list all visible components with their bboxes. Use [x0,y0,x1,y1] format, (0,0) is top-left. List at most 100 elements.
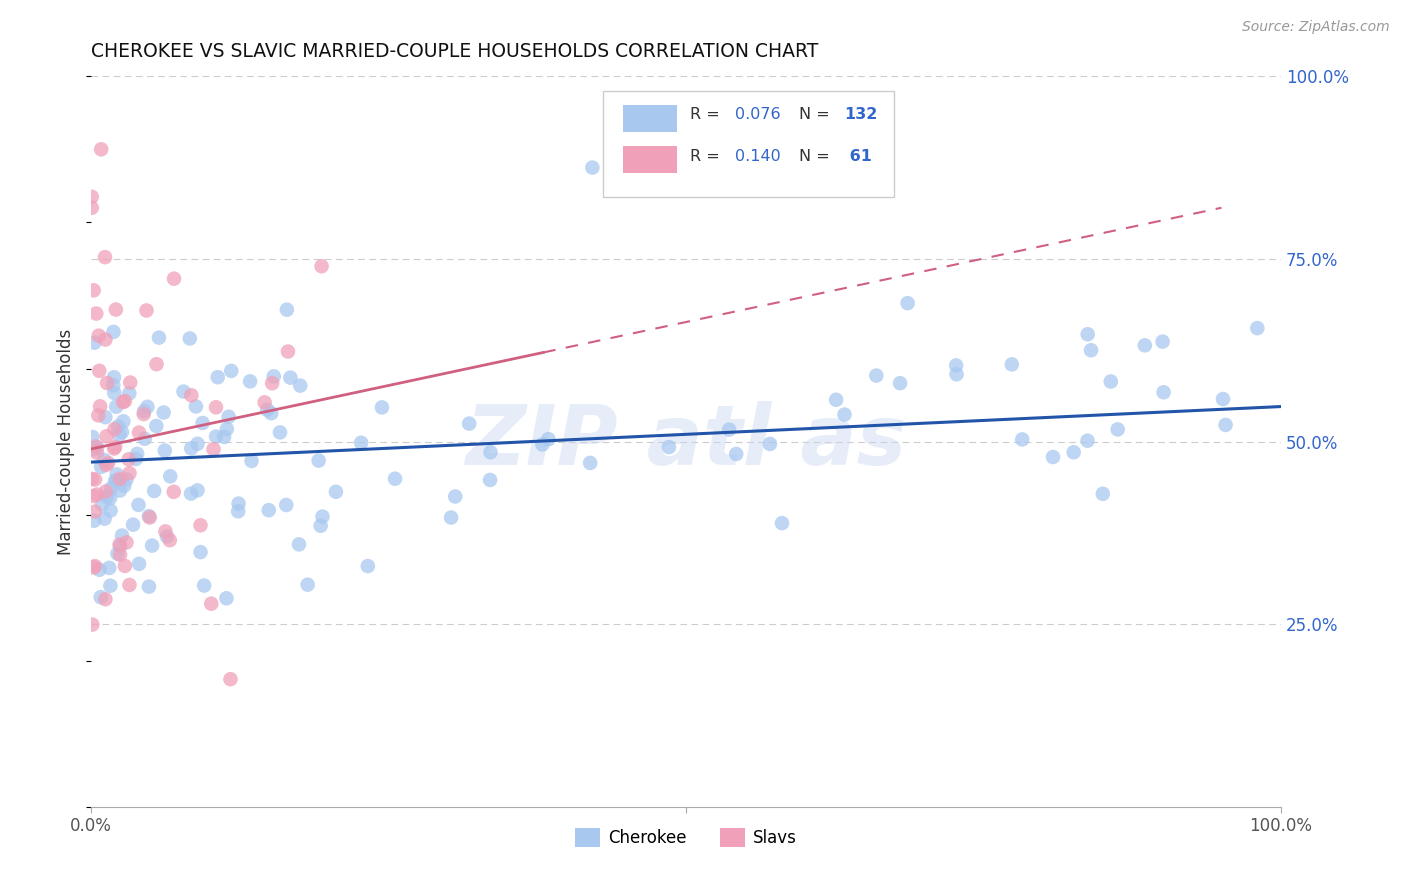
Point [256,402,278,417]
Point [226,504,249,518]
Point [132,407,155,421]
Point [100,579,122,593]
Point [163,271,186,285]
Point [83,442,105,457]
Text: R =: R = [689,149,724,164]
Point [153,443,176,458]
Point [96,429,118,443]
Point [531,437,554,451]
Point [163,484,186,499]
Text: 61: 61 [844,149,872,164]
Point [207,370,229,384]
Point [90,590,112,604]
Point [87,409,110,423]
Point [86,487,108,501]
Point [93,511,115,525]
Point [111,528,134,542]
Point [277,344,299,359]
Point [84,559,107,574]
Point [134,432,156,446]
Point [82,489,104,503]
Point [579,456,602,470]
Point [94,250,117,264]
Point [308,453,330,467]
Point [86,445,108,459]
Point [104,302,127,317]
Point [108,538,131,552]
Point [219,364,242,378]
Point [112,479,135,493]
Point [125,452,148,467]
Point [180,388,202,402]
Point [83,335,105,350]
Point [325,484,347,499]
Point [1212,392,1234,406]
Point [152,405,174,419]
Point [288,537,311,551]
Point [90,459,112,474]
Point [276,302,298,317]
Point [103,442,125,456]
Point [108,540,131,554]
FancyBboxPatch shape [623,145,676,173]
Point [945,368,967,382]
Point [770,516,793,530]
Point [1099,375,1122,389]
Point [658,440,681,454]
Point [180,442,202,456]
Point [118,578,141,592]
Point [128,498,150,512]
Text: ZIP atl as: ZIP atl as [465,401,907,483]
Point [111,425,134,439]
Point [108,428,131,442]
Point [1076,434,1098,448]
Legend: Cherokee, Slavs: Cherokee, Slavs [568,821,804,854]
Point [107,419,129,434]
Point [84,440,107,454]
Point [1153,385,1175,400]
Point [112,395,135,409]
Point [80,472,103,486]
Point [1001,357,1024,371]
Point [118,467,141,481]
Point [143,483,166,498]
Point [112,414,135,428]
Point [581,161,603,175]
Point [180,486,202,500]
Text: 0.140: 0.140 [735,149,780,164]
Point [159,469,181,483]
Point [253,395,276,409]
Point [311,509,333,524]
Point [98,491,121,505]
Point [89,400,111,414]
Point [105,400,128,414]
Point [1091,487,1114,501]
Point [384,472,406,486]
Point [309,518,332,533]
Point [290,378,312,392]
Point [103,370,125,384]
Point [889,376,911,391]
Point [834,408,856,422]
Point [193,578,215,592]
Point [1042,450,1064,464]
Point [280,370,302,384]
Point [371,401,394,415]
Point [145,357,167,371]
Point [103,386,125,401]
Point [239,375,262,389]
Point [127,447,149,461]
Y-axis label: Married-couple Households: Married-couple Households [58,328,75,555]
Point [108,548,131,562]
Point [89,563,111,577]
Point [1080,343,1102,358]
FancyBboxPatch shape [623,104,676,133]
Point [145,419,167,434]
Point [179,331,201,345]
Point [1215,417,1237,432]
Point [725,447,748,461]
Point [297,577,319,591]
Point [103,325,125,339]
Point [276,498,298,512]
Point [83,560,105,574]
